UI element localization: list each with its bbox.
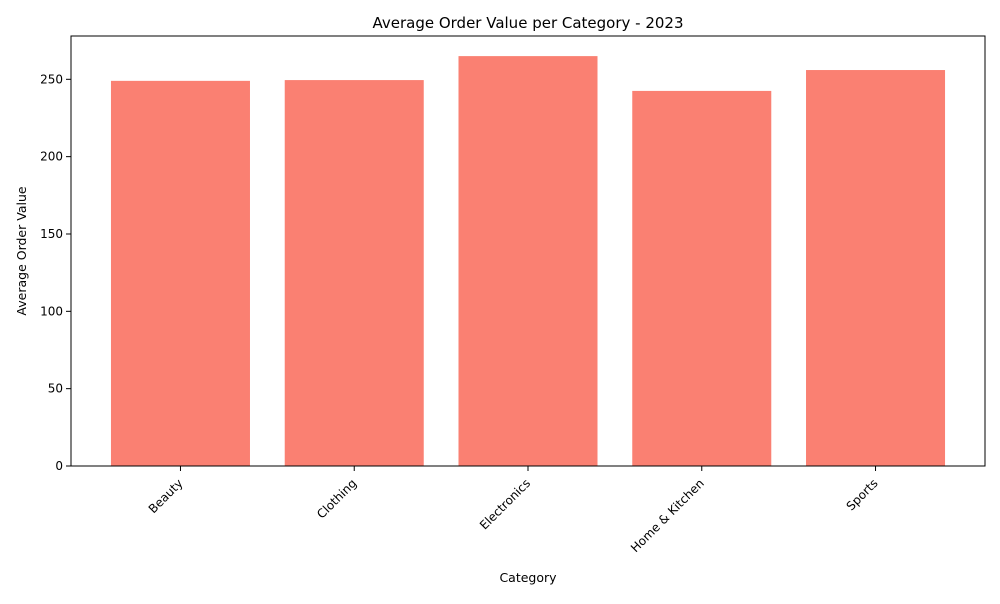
bars-group [110,56,946,467]
y-axis-label: Average Order Value [14,186,29,315]
x-axis-label: Category [499,570,557,585]
bar-electronics [458,56,598,467]
chart-title: Average Order Value per Category - 2023 [372,14,683,32]
bar-clothing [284,80,424,466]
y-tick-label: 0 [55,459,63,473]
x-tick-label: Beauty [146,476,186,516]
y-tick-label: 100 [40,304,63,318]
x-tick-label: Home & Kitchen [628,476,707,555]
y-tick-label: 200 [40,150,63,164]
y-axis: 0 50 100 150 200 250 [40,72,71,473]
bar-home-kitchen [632,90,772,467]
plot-frame [70,35,986,467]
bar-beauty [110,80,250,467]
bar-sports [806,70,946,466]
y-tick-label: 250 [40,72,63,86]
y-tick-label: 150 [40,227,63,241]
y-tick-label: 50 [48,382,63,396]
x-tick-label: Clothing [314,476,359,521]
x-tick-label: Electronics [477,476,533,532]
x-axis: Beauty Clothing Electronics Home & Kitchen S… [146,466,881,555]
x-tick-label: Sports [844,476,881,513]
